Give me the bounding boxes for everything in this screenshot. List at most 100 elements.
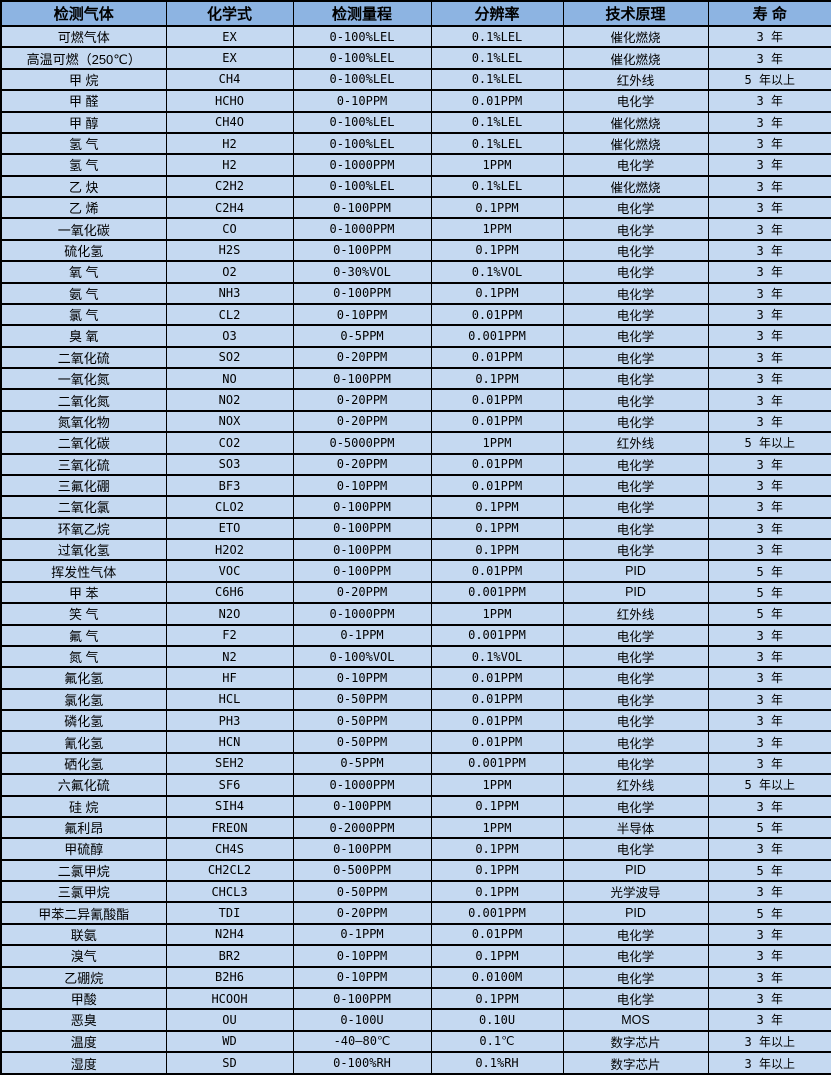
lifespan-cell: 3 年: [707, 687, 831, 712]
gas-name-cell: 可燃气体: [0, 24, 167, 49]
principle-cell: 电化学: [562, 452, 709, 476]
formula-cell: NO: [165, 366, 294, 391]
principle-cell: 催化燃烧: [562, 24, 709, 49]
resolution-cell: 0.1%VOL: [430, 644, 564, 669]
resolution-cell: 0.1%LEL: [430, 67, 564, 92]
range-cell: 0-500PPM: [292, 858, 432, 883]
gas-name-cell: 硫化氢: [0, 238, 167, 263]
resolution-cell: 0.1PPM: [430, 495, 564, 519]
principle-cell: 红外线: [562, 67, 709, 92]
lifespan-cell: 3 年: [707, 24, 831, 49]
gas-name-cell: 一氧化碳: [0, 217, 167, 241]
lifespan-cell: 3 年: [707, 174, 831, 199]
lifespan-cell: 3 年: [707, 452, 831, 476]
gas-name-cell: 笑 气: [0, 602, 167, 626]
range-cell: 0-5PPM: [292, 751, 432, 776]
gas-name-cell: 甲苯二异氰酸酯: [0, 901, 167, 925]
gas-name-cell: 三氧化硫: [0, 452, 167, 476]
lifespan-cell: 3 年: [707, 345, 831, 370]
gas-name-cell: 甲 醇: [0, 110, 167, 134]
gas-name-cell: 硅 烷: [0, 794, 167, 818]
table-row: 氯 气 CL2 0-10PPM 0.01PPM 电化学 3 年: [0, 302, 831, 327]
principle-cell: 数字芯片: [562, 1029, 709, 1054]
table-row: 氧 气 O2 0-30%VOL 0.1%VOL 电化学 3 年: [0, 260, 831, 284]
gas-name-cell: 三氯甲烷: [0, 879, 167, 904]
resolution-cell: 0.1PPM: [430, 986, 564, 1011]
range-cell: 0-100PPM: [292, 195, 432, 220]
lifespan-cell: 5 年: [707, 815, 831, 840]
formula-cell: BR2: [165, 944, 294, 968]
formula-cell: O3: [165, 324, 294, 348]
resolution-cell: 0.01PPM: [430, 922, 564, 947]
formula-cell: NH3: [165, 281, 294, 305]
resolution-cell: 0.0100M: [430, 965, 564, 989]
range-cell: 0-20PPM: [292, 901, 432, 925]
gas-name-cell: 氮氧化物: [0, 409, 167, 434]
formula-cell: N2H4: [165, 922, 294, 947]
formula-cell: H2O2: [165, 537, 294, 562]
principle-cell: 电化学: [562, 944, 709, 968]
lifespan-cell: 3 年: [707, 281, 831, 305]
resolution-cell: 0.1PPM: [430, 794, 564, 818]
lifespan-cell: 3 年: [707, 473, 831, 498]
formula-cell: H2S: [165, 238, 294, 263]
resolution-cell: 0.1%LEL: [430, 46, 564, 70]
table-row: 环氧乙烷 ETO 0-100PPM 0.1PPM 电化学 3 年: [0, 516, 831, 541]
range-cell: 0-1PPM: [292, 922, 432, 947]
lifespan-cell: 3 年: [707, 89, 831, 113]
principle-cell: 电化学: [562, 281, 709, 305]
lifespan-cell: 3 年: [707, 153, 831, 177]
formula-cell: BF3: [165, 473, 294, 498]
resolution-cell: 0.1%LEL: [430, 110, 564, 134]
resolution-cell: 0.1PPM: [430, 944, 564, 968]
resolution-cell: 0.01PPM: [430, 409, 564, 434]
resolution-cell: 0.1PPM: [430, 195, 564, 220]
range-cell: -40—80℃: [292, 1029, 432, 1054]
resolution-cell: 1PPM: [430, 217, 564, 241]
resolution-cell: 0.01PPM: [430, 559, 564, 583]
range-cell: 0-100%RH: [292, 1051, 432, 1075]
formula-cell: SF6: [165, 773, 294, 797]
principle-cell: 电化学: [562, 965, 709, 989]
column-header-gas: 检测气体: [0, 0, 167, 27]
lifespan-cell: 3 年: [707, 837, 831, 861]
resolution-cell: 1PPM: [430, 153, 564, 177]
gas-name-cell: 二氧化氯: [0, 495, 167, 519]
range-cell: 0-100PPM: [292, 986, 432, 1011]
table-row: 甲 醛 HCHO 0-10PPM 0.01PPM 电化学 3 年: [0, 89, 831, 113]
resolution-cell: 0.01PPM: [430, 388, 564, 412]
table-row: 三氯甲烷 CHCL3 0-50PPM 0.1PPM 光学波导 3 年: [0, 879, 831, 904]
resolution-cell: 0.1%LEL: [430, 131, 564, 156]
table-row: 硅 烷 SIH4 0-100PPM 0.1PPM 电化学 3 年: [0, 794, 831, 818]
resolution-cell: 0.1PPM: [430, 238, 564, 263]
table-row: 氟 气 F2 0-1PPM 0.001PPM 电化学 3 年: [0, 623, 831, 647]
table-row: 臭 氧 O3 0-5PPM 0.001PPM 电化学 3 年: [0, 324, 831, 348]
principle-cell: 红外线: [562, 602, 709, 626]
resolution-cell: 1PPM: [430, 815, 564, 840]
principle-cell: 催化燃烧: [562, 110, 709, 134]
resolution-cell: 0.1PPM: [430, 516, 564, 541]
gas-name-cell: 二氧化硫: [0, 345, 167, 370]
lifespan-cell: 3 年: [707, 922, 831, 947]
resolution-cell: 0.1PPM: [430, 366, 564, 391]
table-row: 溴气 BR2 0-10PPM 0.1PPM 电化学 3 年: [0, 944, 831, 968]
principle-cell: 红外线: [562, 773, 709, 797]
formula-cell: C2H4: [165, 195, 294, 220]
table-row: 甲 醇 CH4O 0-100%LEL 0.1%LEL 催化燃烧 3 年: [0, 110, 831, 134]
resolution-cell: 0.1PPM: [430, 879, 564, 904]
principle-cell: 电化学: [562, 473, 709, 498]
gas-name-cell: 氟 气: [0, 623, 167, 647]
table-row: 氟利昂 FREON 0-2000PPM 1PPM 半导体 5 年: [0, 815, 831, 840]
formula-cell: HCOOH: [165, 986, 294, 1011]
range-cell: 0-100PPM: [292, 238, 432, 263]
table-row: 一氧化氮 NO 0-100PPM 0.1PPM 电化学 3 年: [0, 366, 831, 391]
lifespan-cell: 3 年: [707, 516, 831, 541]
lifespan-cell: 5 年以上: [707, 67, 831, 92]
resolution-cell: 0.10U: [430, 1008, 564, 1032]
principle-cell: 电化学: [562, 986, 709, 1011]
principle-cell: 电化学: [562, 89, 709, 113]
table-row: 六氟化硫 SF6 0-1000PPM 1PPM 红外线 5 年以上: [0, 773, 831, 797]
formula-cell: N2O: [165, 602, 294, 626]
lifespan-cell: 3 年: [707, 708, 831, 733]
lifespan-cell: 3 年: [707, 794, 831, 818]
